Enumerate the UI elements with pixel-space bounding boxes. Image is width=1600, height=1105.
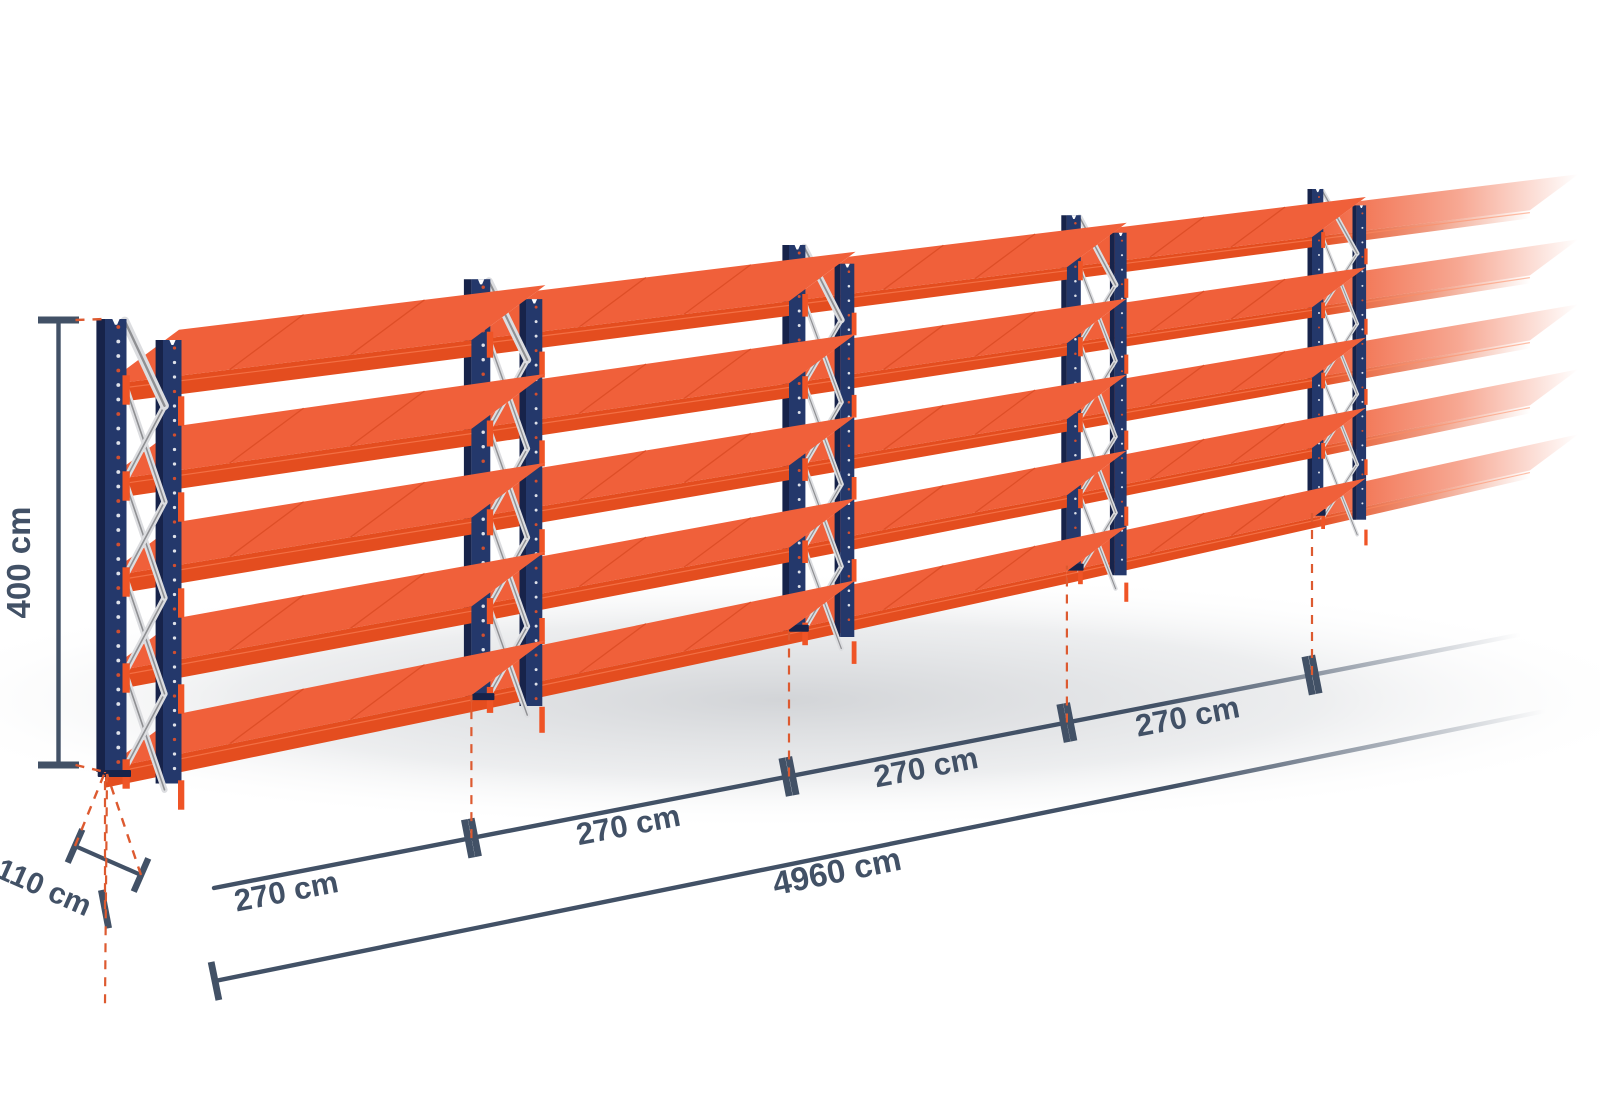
svg-text:400 cm: 400 cm (0, 507, 37, 619)
